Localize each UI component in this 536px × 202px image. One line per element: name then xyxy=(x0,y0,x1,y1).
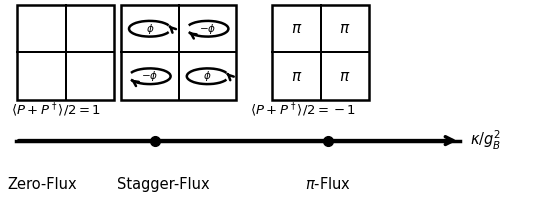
Text: $\pi$: $\pi$ xyxy=(339,21,351,36)
Text: $\pi$: $\pi$ xyxy=(291,69,302,84)
Text: $\langle P + P^\dagger\rangle/2 = 1$: $\langle P + P^\dagger\rangle/2 = 1$ xyxy=(11,101,101,119)
Text: $\pi$-Flux: $\pi$-Flux xyxy=(306,176,352,192)
Text: Zero-Flux: Zero-Flux xyxy=(8,177,77,192)
Text: $\pi$: $\pi$ xyxy=(291,21,302,36)
Text: $\kappa/g_B^2$: $\kappa/g_B^2$ xyxy=(470,129,502,152)
Bar xyxy=(17,5,114,100)
Bar xyxy=(272,5,369,100)
Text: $\phi$: $\phi$ xyxy=(146,22,154,36)
Text: $\langle P + P^\dagger\rangle/2 = -1$: $\langle P + P^\dagger\rangle/2 = -1$ xyxy=(250,101,356,119)
Text: $-\phi$: $-\phi$ xyxy=(141,69,159,83)
Text: $\phi$: $\phi$ xyxy=(203,69,212,83)
Text: $\pi$: $\pi$ xyxy=(339,69,351,84)
Text: Stagger-Flux: Stagger-Flux xyxy=(117,177,209,192)
Text: $-\phi$: $-\phi$ xyxy=(199,22,216,36)
Bar xyxy=(121,5,236,100)
